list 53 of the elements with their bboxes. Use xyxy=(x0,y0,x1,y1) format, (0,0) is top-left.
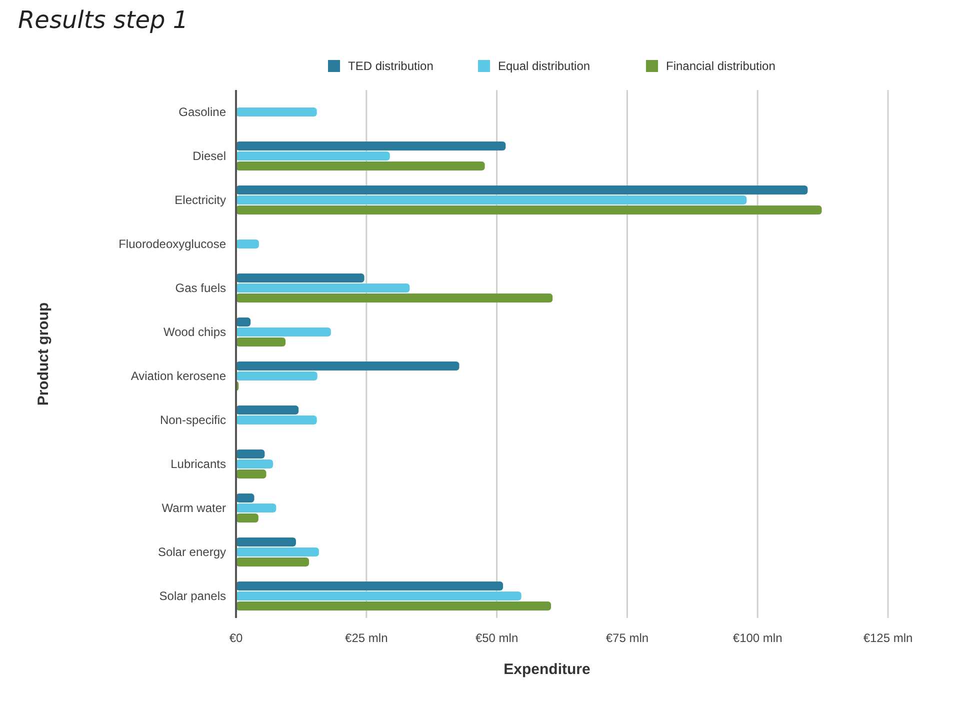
bar xyxy=(236,538,296,546)
x-tick-label: €125 mln xyxy=(863,631,913,645)
y-tick-label: Electricity xyxy=(174,193,226,207)
x-tick-label: €50 mln xyxy=(475,631,518,645)
y-tick-label: Warm water xyxy=(162,501,226,515)
bar xyxy=(236,240,259,248)
bar xyxy=(236,362,460,370)
y-tick-label: Solar panels xyxy=(159,589,226,603)
bar xyxy=(236,274,364,282)
bar xyxy=(236,460,274,468)
legend-label: Financial distribution xyxy=(666,59,776,73)
y-tick-label: Wood chips xyxy=(164,325,226,339)
bar xyxy=(236,514,258,522)
bar xyxy=(236,284,410,292)
bar xyxy=(236,108,317,116)
x-tick-label: €100 mln xyxy=(732,631,782,645)
bar xyxy=(236,328,331,336)
bar xyxy=(236,602,552,610)
bar xyxy=(236,548,319,556)
bar xyxy=(236,558,310,566)
legend-label: Equal distribution xyxy=(498,59,590,73)
bar xyxy=(236,406,299,414)
bar xyxy=(236,162,485,170)
bar xyxy=(236,450,265,458)
bar xyxy=(236,186,808,194)
y-tick-label: Solar energy xyxy=(158,545,226,559)
bar xyxy=(236,152,390,160)
bar xyxy=(236,416,317,424)
y-tick-label: Gasoline xyxy=(178,105,226,119)
x-tick-label: €25 mln xyxy=(345,631,388,645)
bar xyxy=(236,470,266,478)
x-tick-label: €75 mln xyxy=(606,631,649,645)
bar xyxy=(236,196,747,204)
y-axis-title: Product group xyxy=(35,302,52,406)
bar xyxy=(236,142,506,150)
bar xyxy=(236,338,286,346)
bar xyxy=(236,592,522,600)
y-tick-label: Lubricants xyxy=(170,457,226,471)
x-tick-label: €0 xyxy=(229,631,243,645)
bar xyxy=(236,294,553,302)
bar xyxy=(236,494,254,502)
y-tick-label: Aviation kerosene xyxy=(130,369,226,383)
y-tick-label: Non-specific xyxy=(160,413,226,427)
y-tick-label: Fluorodeoxyglucose xyxy=(118,237,226,251)
y-tick-label: Gas fuels xyxy=(175,281,226,295)
bar xyxy=(236,206,822,214)
x-axis-title: Expenditure xyxy=(504,661,590,678)
bar xyxy=(236,372,318,380)
bar xyxy=(236,582,504,590)
chart-title: Results step 1 xyxy=(18,6,188,34)
bar xyxy=(236,504,276,512)
y-tick-label: Diesel xyxy=(192,149,226,163)
legend-label: TED distribution xyxy=(348,59,434,73)
